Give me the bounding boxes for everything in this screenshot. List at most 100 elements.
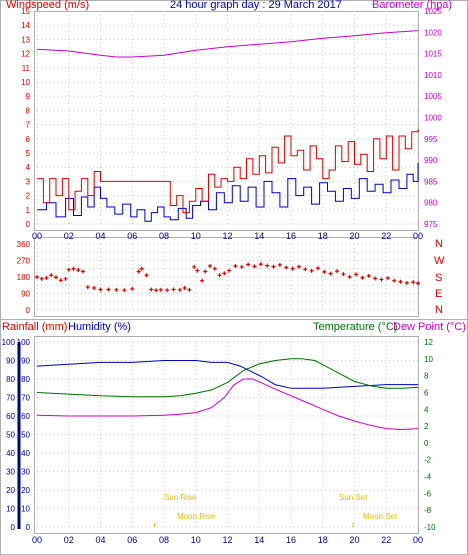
temperature-tick-label: -10 xyxy=(424,523,436,532)
compass-label-e: E xyxy=(435,288,443,300)
windspeed-tick-label: 2 xyxy=(26,192,31,201)
time-tick-label: 14 xyxy=(254,231,264,241)
wind-direction-point xyxy=(35,275,39,279)
wind-direction-point xyxy=(92,286,97,290)
barometer-tick-label: 990 xyxy=(424,156,438,165)
graph-title: 24 hour graph day : 29 March 2017 xyxy=(170,0,342,11)
wind-direction-point xyxy=(277,262,282,267)
wind-direction-point xyxy=(354,272,359,277)
windspeed-tick-label: 10 xyxy=(21,78,30,87)
time-tick-label: 08 xyxy=(159,231,169,241)
windspeed-tick-label: 11 xyxy=(22,64,31,73)
direction-tick-label: 180 xyxy=(17,273,31,282)
moon-rise-label: Moon Rise xyxy=(177,512,216,521)
temperature-tick-label: -2 xyxy=(424,456,432,465)
series-humidity- xyxy=(36,360,418,389)
wind-direction-point xyxy=(122,288,127,293)
wind-direction-point xyxy=(411,280,416,285)
wind-direction-point xyxy=(200,278,205,283)
windspeed-tick-label: 0 xyxy=(26,220,31,229)
wind-direction-point xyxy=(58,278,63,283)
humidity-tick-label: 50 xyxy=(21,431,30,440)
wind-direction-point xyxy=(392,278,397,283)
wind-direction-point xyxy=(212,266,217,271)
humidity-tick-label: 100 xyxy=(17,338,31,347)
humidity-tick-label: 30 xyxy=(21,468,30,477)
wind-direction-point xyxy=(217,273,222,278)
temperature-tick-label: -6 xyxy=(424,489,432,498)
compass-label-n-top: N xyxy=(435,238,443,250)
time-tick-label: 00 xyxy=(413,535,423,545)
direction-tick-label: 0 xyxy=(26,306,31,315)
time-tick-label: 18 xyxy=(318,535,328,545)
barometer-tick-label: 1000 xyxy=(424,114,442,123)
time-tick-label: 10 xyxy=(191,535,201,545)
time-tick-label: 16 xyxy=(286,231,296,241)
barometer-axis-label: Barometer (hpa) xyxy=(372,0,453,11)
time-tick-label: 04 xyxy=(95,535,105,545)
wind-direction-point xyxy=(39,276,44,281)
wind-direction-point xyxy=(290,266,295,271)
windspeed-tick-label: 6 xyxy=(26,135,31,144)
sun-set-label: Sun Set xyxy=(339,493,368,502)
plot-frame-2 xyxy=(34,237,419,317)
humidity-tick-label: 90 xyxy=(21,357,30,366)
temperature-tick-label: 0 xyxy=(424,439,429,448)
time-tick-label: 06 xyxy=(127,535,137,545)
wind-direction-point xyxy=(165,288,170,293)
time-tick-label: 20 xyxy=(349,231,359,241)
humidity-tick-label: 80 xyxy=(21,375,30,384)
direction-tick-label: 270 xyxy=(17,257,31,266)
temperature-tick-label: -4 xyxy=(424,473,432,482)
wind-direction-point xyxy=(158,287,163,292)
time-tick-label: 00 xyxy=(32,231,42,241)
wind-direction-point xyxy=(222,271,227,276)
wind-direction-point xyxy=(239,264,244,269)
humidity-tick-label: 40 xyxy=(21,449,30,458)
temperature-tick-label: 10 xyxy=(424,355,433,364)
wind-direction-point xyxy=(76,268,81,273)
compass-label-s: S xyxy=(435,272,443,284)
windspeed-axis-label: Windspeed (m/s) xyxy=(6,0,90,11)
wind-direction-point xyxy=(114,287,119,292)
windspeed-tick-label: 13 xyxy=(21,35,30,44)
wind-direction-point xyxy=(309,268,314,273)
wind-direction-point xyxy=(404,280,409,285)
barometer-tick-label: 1010 xyxy=(424,71,442,80)
wind-direction-point xyxy=(187,287,192,292)
wind-direction-point xyxy=(63,276,68,281)
wind-direction-point xyxy=(85,285,90,290)
wind-direction-point xyxy=(154,288,159,293)
wind-direction-point xyxy=(144,273,149,278)
wind-direction-point xyxy=(171,287,176,292)
wind-direction-point xyxy=(54,275,59,280)
humidity-axis-label: Humidity (%) xyxy=(68,321,131,333)
compass-label-w: W xyxy=(434,255,445,267)
wind-direction-point xyxy=(98,287,103,292)
wind-direction-point xyxy=(398,279,403,284)
humidity-tick-label: 60 xyxy=(21,412,30,421)
wind-direction-point xyxy=(315,266,320,271)
time-tick-label: 04 xyxy=(95,231,105,241)
windspeed-tick-label: 7 xyxy=(26,121,31,130)
windspeed-tick-label: 3 xyxy=(26,177,31,186)
series-temperature-c- xyxy=(36,358,419,398)
time-tick-label: 22 xyxy=(381,535,391,545)
wind-direction-point xyxy=(341,272,346,277)
barometer-tick-label: 1005 xyxy=(424,92,442,101)
wind-direction-point xyxy=(360,275,365,280)
wind-direction-point xyxy=(265,263,270,268)
windspeed-tick-label: 8 xyxy=(26,106,31,115)
wind-direction-point xyxy=(71,266,76,271)
series-dew-point-c- xyxy=(36,378,419,431)
dewpoint-axis-label: Dew Point (°C) xyxy=(393,321,466,333)
wind-direction-point xyxy=(195,268,200,273)
compass-label-n-bottom: N xyxy=(435,304,443,316)
wind-direction-point xyxy=(106,287,111,292)
wind-direction-point xyxy=(136,269,141,274)
temperature-tick-label: 4 xyxy=(424,405,429,414)
wind-direction-point xyxy=(227,268,232,273)
wind-direction-point xyxy=(49,273,54,278)
series-wind-gust-m-s- xyxy=(37,128,419,214)
